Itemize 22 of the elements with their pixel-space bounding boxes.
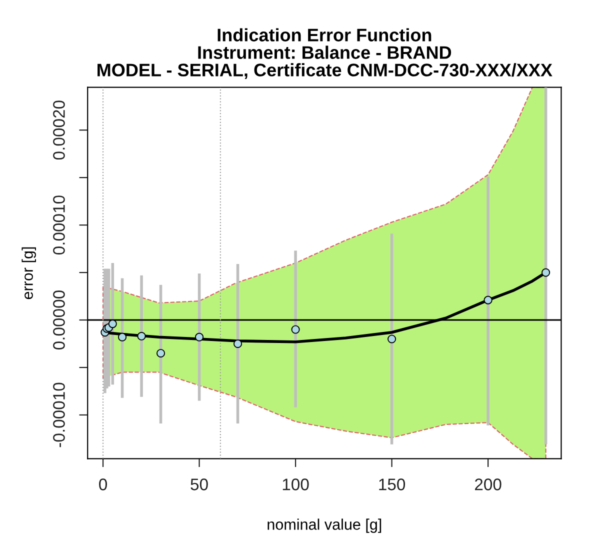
point	[388, 334, 396, 344]
point	[118, 332, 127, 342]
y-tick-label: 0.00020	[53, 100, 65, 160]
x-tick-label: 50	[190, 478, 208, 490]
point	[484, 296, 492, 304]
point	[156, 348, 166, 358]
point	[108, 320, 117, 328]
point	[542, 268, 550, 277]
point	[194, 332, 204, 342]
y-axis-title: error [g]	[22, 247, 36, 300]
y-tick-label: 0.00000	[53, 290, 65, 350]
x-tick-label: 200	[474, 478, 502, 490]
point	[233, 339, 242, 348]
x-tick-label: 0	[99, 478, 107, 490]
y-tick-label: -0.00010	[53, 382, 65, 448]
x-axis-title: nominal value [g]	[268, 518, 382, 533]
point	[137, 332, 146, 340]
point	[291, 325, 300, 334]
x-tick-label: 150	[379, 478, 406, 490]
chart-title: Indication Error Function Instrument: Balance - BRAND MODEL - SERIAL, Certificate CNM-DCC-730-XXX/XXX	[98, 28, 552, 80]
x-tick-label: 100	[282, 478, 309, 490]
y-tick-label: 0.00010	[53, 196, 65, 255]
